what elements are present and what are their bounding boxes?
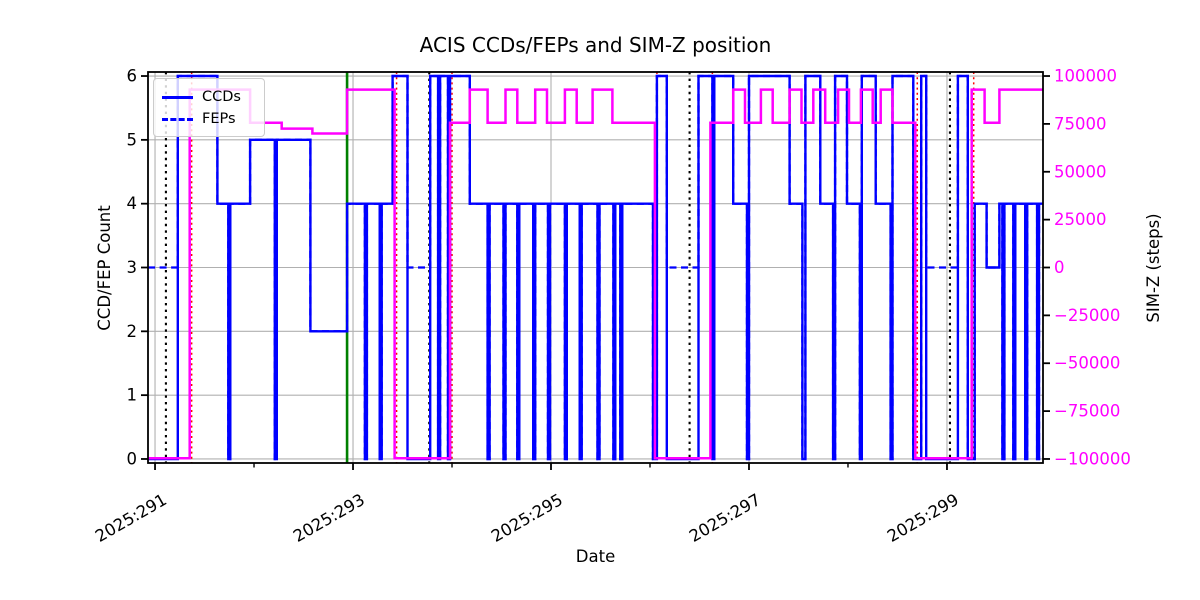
legend-item-ccds: CCDs bbox=[162, 86, 256, 108]
x-tick-label: 2025:297 bbox=[686, 490, 764, 546]
x-tick-label: 2025:293 bbox=[290, 490, 368, 546]
y-tick-label-right: −25000 bbox=[1054, 306, 1120, 325]
y-tick-label-right: 100000 bbox=[1054, 67, 1117, 86]
legend-item-feps: FEPs bbox=[162, 108, 256, 130]
legend-label-feps: FEPs bbox=[202, 111, 236, 127]
y-tick-label-left: 0 bbox=[127, 449, 138, 468]
x-tick-label: 2025:295 bbox=[488, 490, 566, 546]
legend-label-ccds: CCDs bbox=[202, 89, 241, 105]
y-tick-label-right: −75000 bbox=[1054, 402, 1120, 421]
chart-title: ACIS CCDs/FEPs and SIM-Z position bbox=[419, 33, 772, 57]
y-tick-label-left: 2 bbox=[127, 322, 138, 341]
legend-dashed-line-icon bbox=[162, 117, 193, 121]
y-tick-label-left: 1 bbox=[127, 386, 138, 405]
y-axis-label-left: CCD/FEP Count bbox=[95, 205, 114, 331]
y-tick-label-right: 25000 bbox=[1054, 210, 1107, 229]
y-tick-label-right: −50000 bbox=[1054, 354, 1120, 373]
y-tick-label-right: −100000 bbox=[1054, 449, 1131, 468]
y-tick-label-right: 75000 bbox=[1054, 114, 1107, 133]
y-axis-label-right: SIM-Z (steps) bbox=[1144, 213, 1163, 323]
simz-line bbox=[148, 88, 1043, 460]
x-axis-label: Date bbox=[575, 547, 616, 566]
y-tick-label-left: 6 bbox=[127, 67, 138, 86]
y-tick-label-right: 50000 bbox=[1054, 162, 1107, 181]
x-tick-label: 2025:291 bbox=[92, 490, 170, 546]
legend: CCDs FEPs bbox=[153, 78, 265, 137]
y-tick-label-left: 5 bbox=[127, 130, 138, 149]
legend-solid-line-icon bbox=[162, 95, 193, 99]
y-tick-label-left: 4 bbox=[127, 194, 138, 213]
y-tick-label-left: 3 bbox=[127, 258, 138, 277]
x-tick-label: 2025:299 bbox=[884, 490, 962, 546]
y-tick-label-right: 0 bbox=[1054, 258, 1065, 277]
